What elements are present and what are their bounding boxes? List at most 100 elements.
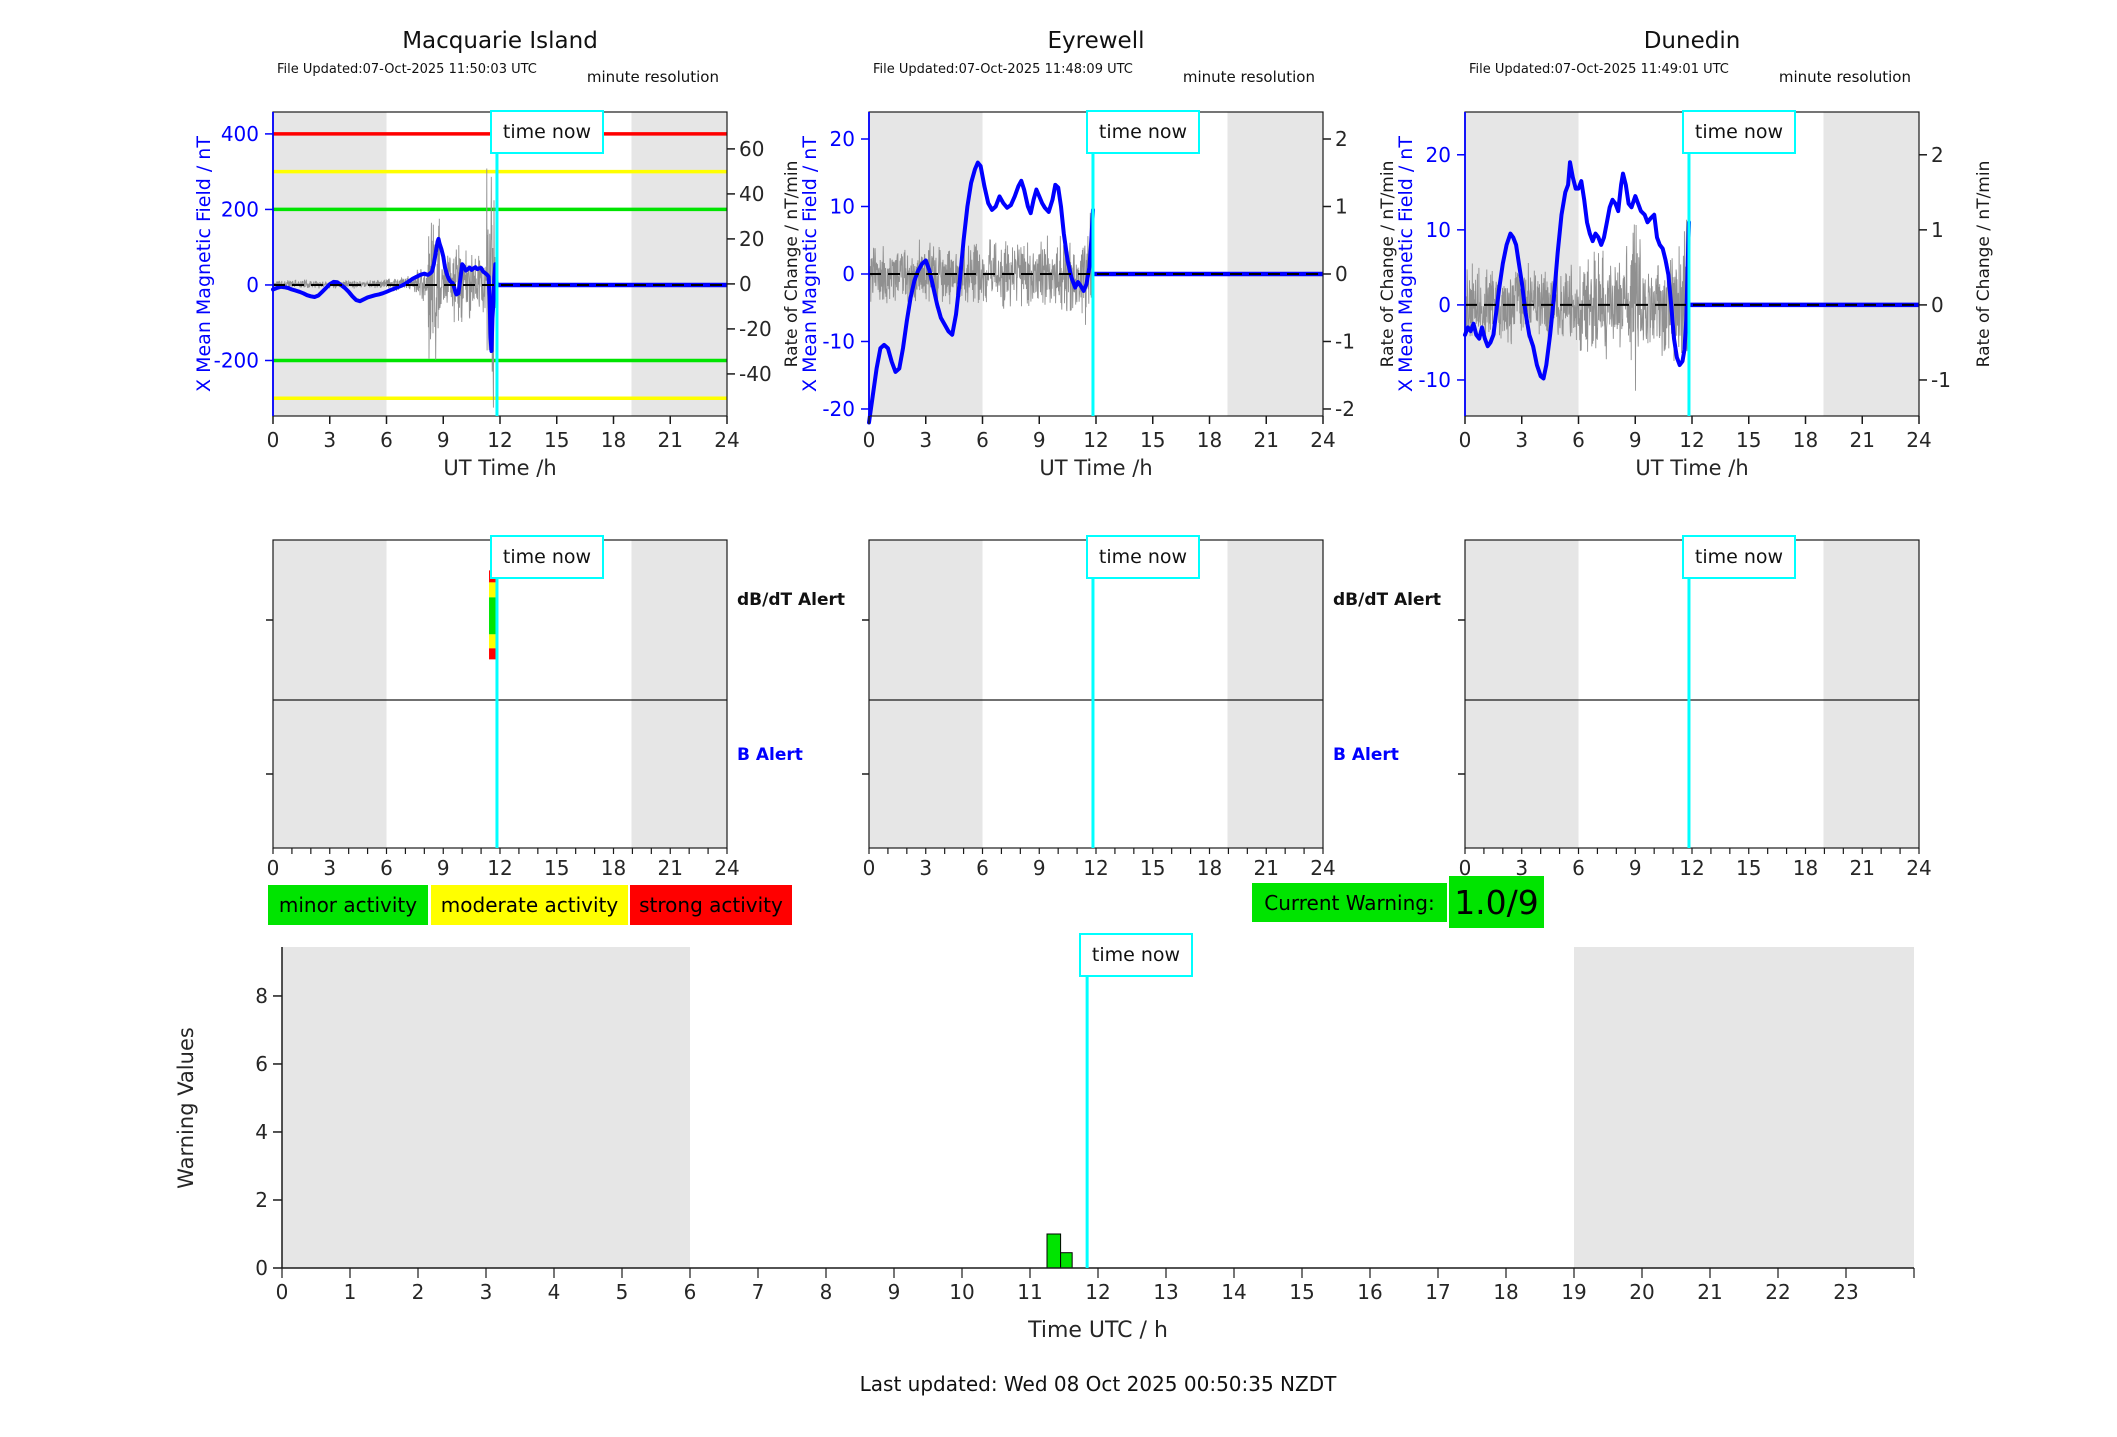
warning-bar <box>1046 1233 1062 1269</box>
x-tick-label: 3 <box>323 856 336 880</box>
resolution-note: minute resolution <box>586 68 719 86</box>
x-tick-label: 15 <box>1140 428 1165 452</box>
night-band <box>282 947 690 1268</box>
night-band <box>869 540 983 848</box>
x-tick-label: 24 <box>1310 856 1335 880</box>
x-tick-label: 15 <box>544 856 569 880</box>
file-updated-note: File Updated:07-Oct-2025 11:50:03 UTC <box>277 62 537 77</box>
night-band <box>1227 112 1323 416</box>
b-alert-label: B Alert <box>1333 745 1399 765</box>
x-tick-label: 21 <box>658 856 683 880</box>
night-band <box>1465 112 1579 416</box>
rate-of-change-trace <box>1464 219 1690 391</box>
x-tick-label: 15 <box>1736 856 1761 880</box>
current-warning-value: 1.0/9 <box>1449 876 1544 928</box>
x-axis-label: Time UTC / h <box>1028 1318 1168 1343</box>
time-now-flag: time now <box>490 535 604 579</box>
last-updated-note: Last updated: Wed 08 Oct 2025 00:50:35 N… <box>859 1372 1337 1396</box>
page-title: Dunedin <box>1643 28 1741 54</box>
right-tick-label: 1 <box>1931 218 1944 242</box>
x-tick-label: 18 <box>601 856 626 880</box>
x-tick-label: 21 <box>1697 1280 1722 1304</box>
x-tick-label: 6 <box>976 856 989 880</box>
x-tick-label: 21 <box>1850 856 1875 880</box>
left-tick-label: -10 <box>822 329 855 353</box>
time-now-flag: time now <box>1086 535 1200 579</box>
left-tick-label: 10 <box>1426 218 1451 242</box>
legend-moderate-activity: moderate activity <box>431 885 628 925</box>
right-tick-label: 0 <box>1335 262 1348 286</box>
x-tick-label: 24 <box>714 428 739 452</box>
y-tick-label: 2 <box>255 1188 268 1212</box>
mean-field-series <box>271 236 499 353</box>
right-tick-label: 0 <box>1931 293 1944 317</box>
right-tick-label: 2 <box>1931 143 1944 167</box>
x-tick-label: 18 <box>1793 428 1818 452</box>
time-now-flag: time now <box>1086 110 1200 154</box>
x-tick-label: 7 <box>752 1280 765 1304</box>
x-tick-label: 11 <box>1017 1280 1042 1304</box>
x-axis-label: UT Time /h <box>443 456 557 480</box>
x-tick-label: 21 <box>1254 856 1279 880</box>
x-tick-label: 3 <box>1515 428 1528 452</box>
right-tick-label: 0 <box>739 272 752 296</box>
x-tick-label: 23 <box>1833 1280 1858 1304</box>
x-tick-label: 3 <box>919 856 932 880</box>
left-tick-label: 20 <box>1426 143 1451 167</box>
x-tick-label: 5 <box>616 1280 629 1304</box>
x-tick-label: 9 <box>437 428 450 452</box>
left-tick-label: -200 <box>214 348 259 372</box>
alert-event-segment <box>489 648 496 660</box>
x-tick-label: 0 <box>276 1280 289 1304</box>
time-now-flag: time now <box>1682 110 1796 154</box>
legend-minor-activity: minor activity <box>268 885 428 925</box>
night-band <box>1227 540 1323 848</box>
x-tick-label: 3 <box>480 1280 493 1304</box>
time-now-flag: time now <box>1079 933 1193 977</box>
y-axis-label-right: Rate of Change / nT/min <box>782 161 802 368</box>
x-tick-label: 20 <box>1629 1280 1654 1304</box>
x-tick-label: 24 <box>714 856 739 880</box>
x-tick-label: 15 <box>1140 856 1165 880</box>
time-now-flag: time now <box>1682 535 1796 579</box>
left-tick-label: 20 <box>830 127 855 151</box>
left-tick-label: 0 <box>246 273 259 297</box>
left-tick-label: 10 <box>830 194 855 218</box>
x-tick-label: 16 <box>1357 1280 1382 1304</box>
x-tick-label: 24 <box>1906 428 1931 452</box>
x-tick-label: 12 <box>487 428 512 452</box>
y-axis-label-right: Rate of Change / nT/min <box>1378 161 1398 368</box>
left-tick-label: -20 <box>822 397 855 421</box>
alert-event-segment <box>489 634 496 649</box>
x-tick-label: 17 <box>1425 1280 1450 1304</box>
x-axis-label: UT Time /h <box>1635 456 1749 480</box>
x-tick-label: 1 <box>344 1280 357 1304</box>
x-tick-label: 12 <box>487 856 512 880</box>
y-axis-label-right: Rate of Change / nT/min <box>1974 161 1994 368</box>
x-tick-label: 0 <box>1459 856 1472 880</box>
y-axis-label-left: X Mean Magnetic Field / nT <box>193 136 215 392</box>
x-tick-label: 0 <box>863 856 876 880</box>
x-tick-label: 0 <box>863 428 876 452</box>
y-axis-label: Warning Values <box>174 1027 198 1189</box>
x-tick-label: 9 <box>888 1280 901 1304</box>
page-title: Eyrewell <box>1047 28 1145 54</box>
x-tick-label: 18 <box>601 428 626 452</box>
x-tick-label: 3 <box>323 428 336 452</box>
resolution-note: minute resolution <box>1778 68 1911 86</box>
night-band <box>273 112 387 416</box>
x-tick-label: 15 <box>544 428 569 452</box>
x-tick-label: 2 <box>412 1280 425 1304</box>
dbdt-alert-label: dB/dT Alert <box>737 590 846 610</box>
right-tick-label: -20 <box>739 317 772 341</box>
resolution-note: minute resolution <box>1182 68 1315 86</box>
x-tick-label: 6 <box>380 428 393 452</box>
x-tick-label: 12 <box>1679 428 1704 452</box>
rate-of-change-trace <box>868 212 1094 325</box>
x-tick-label: 9 <box>1033 428 1046 452</box>
x-tick-label: 19 <box>1561 1280 1586 1304</box>
x-tick-label: 12 <box>1679 856 1704 880</box>
dbdt-alert-label: dB/dT Alert <box>1333 590 1442 610</box>
x-tick-label: 21 <box>658 428 683 452</box>
